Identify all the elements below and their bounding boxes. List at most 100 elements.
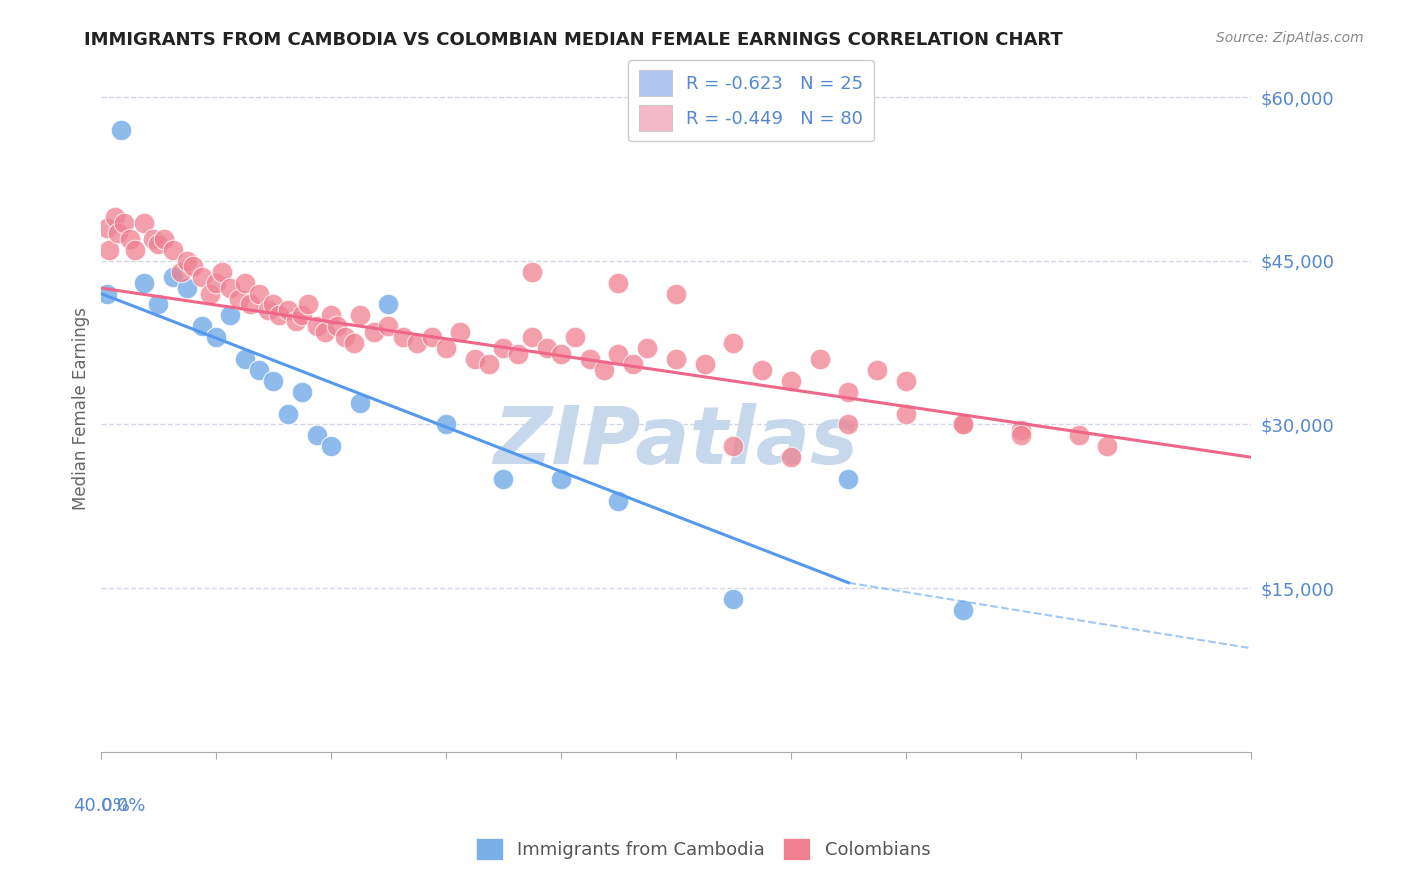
Point xyxy=(325,319,347,334)
Point xyxy=(607,494,630,508)
Point xyxy=(170,265,193,279)
Point xyxy=(247,363,270,377)
Point xyxy=(808,351,831,366)
Text: ZIPatlas: ZIPatlas xyxy=(494,403,859,482)
Point xyxy=(363,325,385,339)
Point xyxy=(406,335,429,350)
Point xyxy=(723,335,745,350)
Point xyxy=(256,302,278,317)
Point xyxy=(837,417,859,432)
Point xyxy=(219,281,242,295)
Point xyxy=(492,341,515,355)
Point xyxy=(112,216,135,230)
Point xyxy=(952,417,974,432)
Point xyxy=(142,232,165,246)
Y-axis label: Median Female Earnings: Median Female Earnings xyxy=(72,307,90,509)
Point xyxy=(894,407,917,421)
Point xyxy=(492,472,515,486)
Point xyxy=(291,309,314,323)
Point xyxy=(894,374,917,388)
Point xyxy=(837,384,859,399)
Point xyxy=(118,232,141,246)
Point xyxy=(607,346,630,360)
Point xyxy=(176,253,198,268)
Point xyxy=(780,374,803,388)
Point xyxy=(277,407,299,421)
Point xyxy=(228,292,250,306)
Point xyxy=(319,309,342,323)
Point xyxy=(434,341,457,355)
Point xyxy=(153,232,176,246)
Point xyxy=(269,309,291,323)
Point xyxy=(305,319,328,334)
Point xyxy=(1067,428,1090,442)
Point xyxy=(96,286,118,301)
Point xyxy=(377,297,399,311)
Point xyxy=(305,428,328,442)
Point xyxy=(780,450,803,465)
Point xyxy=(104,210,127,224)
Point xyxy=(665,351,688,366)
Point xyxy=(190,319,212,334)
Point xyxy=(205,330,228,344)
Point xyxy=(866,363,889,377)
Point xyxy=(162,243,184,257)
Point xyxy=(564,330,586,344)
Point xyxy=(621,358,644,372)
Point xyxy=(314,325,336,339)
Text: IMMIGRANTS FROM CAMBODIA VS COLOMBIAN MEDIAN FEMALE EARNINGS CORRELATION CHART: IMMIGRANTS FROM CAMBODIA VS COLOMBIAN ME… xyxy=(84,31,1063,49)
Point xyxy=(464,351,486,366)
Text: 0.0%: 0.0% xyxy=(101,797,146,814)
Point xyxy=(693,358,716,372)
Point xyxy=(522,265,544,279)
Point xyxy=(247,286,270,301)
Point xyxy=(132,216,155,230)
Point xyxy=(107,227,129,241)
Point xyxy=(181,259,204,273)
Point xyxy=(162,270,184,285)
Point xyxy=(723,439,745,453)
Text: 40.0%: 40.0% xyxy=(73,797,129,814)
Point xyxy=(449,325,471,339)
Point xyxy=(343,335,366,350)
Point xyxy=(751,363,773,377)
Point xyxy=(110,123,132,137)
Point xyxy=(377,319,399,334)
Point xyxy=(1010,428,1032,442)
Point xyxy=(665,286,688,301)
Point xyxy=(522,330,544,344)
Point xyxy=(335,330,357,344)
Point xyxy=(262,374,284,388)
Point xyxy=(190,270,212,285)
Point xyxy=(434,417,457,432)
Point xyxy=(349,395,371,409)
Point xyxy=(219,309,242,323)
Point xyxy=(205,276,228,290)
Point xyxy=(478,358,501,372)
Point xyxy=(536,341,558,355)
Point xyxy=(148,237,170,252)
Point xyxy=(98,243,121,257)
Text: Source: ZipAtlas.com: Source: ZipAtlas.com xyxy=(1216,31,1364,45)
Point xyxy=(506,346,529,360)
Point xyxy=(291,384,314,399)
Point xyxy=(233,276,256,290)
Point xyxy=(198,286,221,301)
Point xyxy=(1010,423,1032,437)
Point xyxy=(837,472,859,486)
Point xyxy=(285,314,308,328)
Point xyxy=(1097,439,1119,453)
Point xyxy=(550,346,572,360)
Point xyxy=(176,281,198,295)
Point xyxy=(262,297,284,311)
Point xyxy=(952,417,974,432)
Point xyxy=(952,603,974,617)
Point xyxy=(148,297,170,311)
Point xyxy=(391,330,413,344)
Legend: Immigrants from Cambodia, Colombians: Immigrants from Cambodia, Colombians xyxy=(468,830,938,867)
Point xyxy=(550,472,572,486)
Point xyxy=(636,341,658,355)
Point xyxy=(132,276,155,290)
Point xyxy=(124,243,146,257)
Point xyxy=(96,221,118,235)
